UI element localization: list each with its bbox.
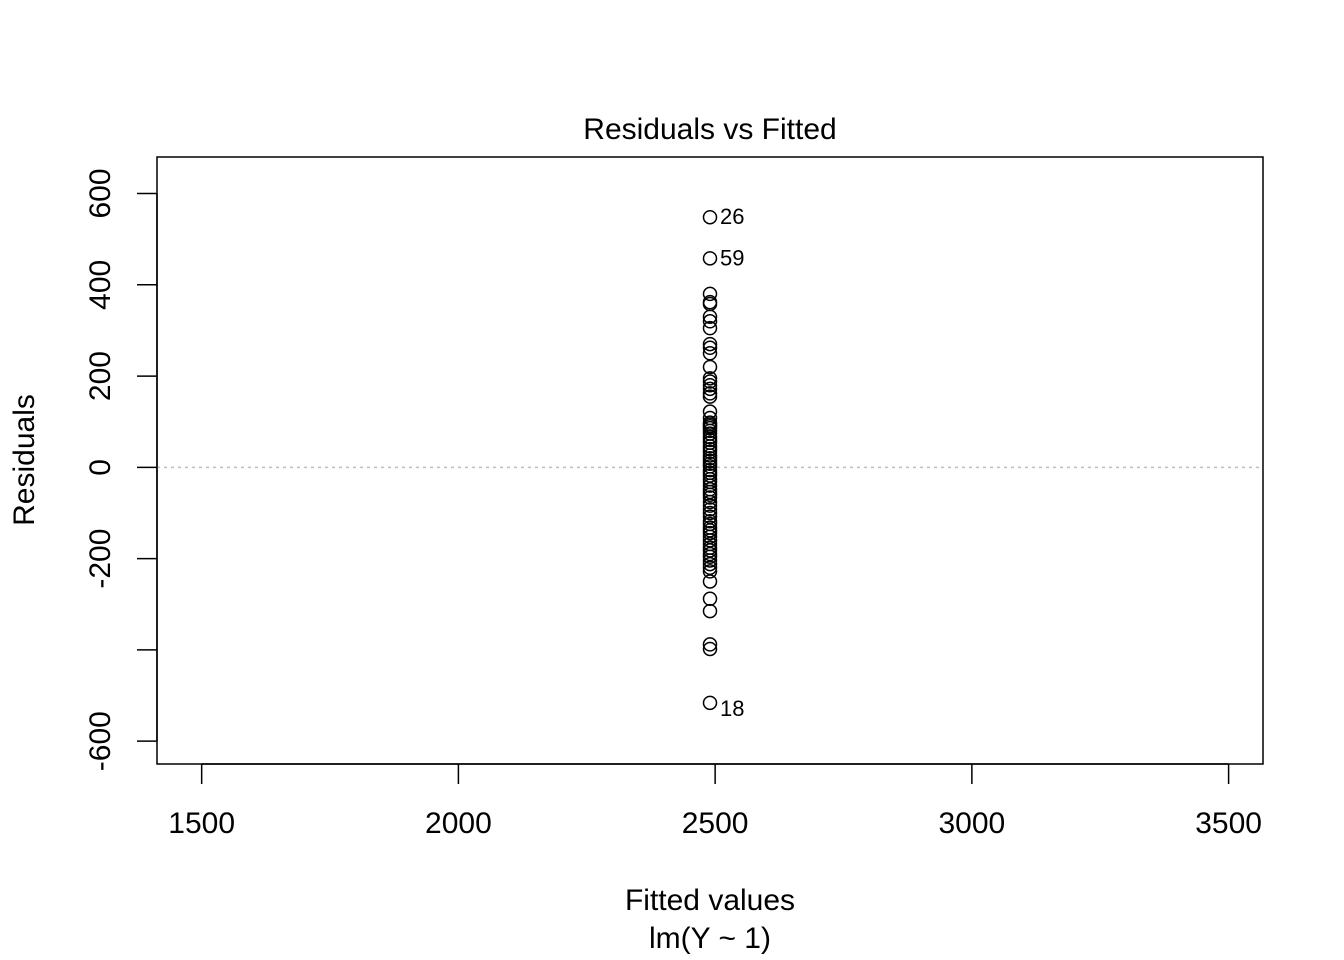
residual-point [702, 389, 718, 404]
residual-point [702, 251, 718, 266]
y-axis-label: Residuals [8, 394, 41, 526]
residual-point [702, 340, 718, 356]
x-tick-label: 2000 [425, 807, 492, 840]
x-tick-label: 1500 [168, 807, 235, 840]
residual-point [702, 374, 718, 389]
residual-point [702, 309, 718, 324]
y-tick-label: 0 [84, 459, 117, 476]
residual-point [702, 553, 718, 568]
x-tick-label: 3000 [938, 807, 1005, 840]
y-tick-label: 400 [84, 260, 117, 310]
residual-point [702, 641, 718, 657]
residual-point [702, 377, 718, 393]
residual-point [702, 490, 718, 505]
x-axis: 1500 2000 2500 3000 3500 [168, 763, 1262, 840]
y-axis: -600 -200 0 200 400 600 [84, 168, 158, 771]
residual-point [702, 478, 718, 493]
residual-point [702, 381, 718, 397]
residual-point [702, 320, 718, 336]
residual-point [702, 564, 718, 579]
y-tick-label: 600 [84, 168, 117, 218]
residual-point [702, 556, 718, 572]
residual-point [702, 637, 718, 652]
residual-point [702, 286, 718, 302]
x-tick-label: 2500 [682, 807, 749, 840]
residual-point [702, 314, 718, 329]
chart-title: Residuals vs Fitted [583, 113, 836, 146]
residual-point [702, 525, 718, 541]
data-points [702, 209, 718, 711]
y-tick-label: -600 [84, 711, 117, 771]
residual-point [702, 494, 718, 510]
residual-point [702, 591, 718, 607]
residual-point [702, 359, 718, 375]
residual-point [702, 695, 718, 711]
point-labels: 26 59 18 [720, 204, 744, 721]
residual-point [702, 574, 718, 589]
residual-point [702, 505, 718, 521]
model-formula-label: lm(Y ~ 1) [649, 922, 771, 955]
residual-point [702, 336, 718, 352]
outlier-label: 18 [720, 696, 744, 721]
x-axis-label: Fitted values [625, 884, 795, 917]
y-tick-label: 200 [84, 351, 117, 401]
y-tick-label: -200 [84, 529, 117, 589]
outlier-label: 59 [720, 245, 744, 270]
x-tick-label: 3500 [1195, 807, 1262, 840]
residual-point [702, 498, 718, 513]
residual-point [702, 502, 718, 517]
outlier-label: 26 [720, 204, 744, 229]
residual-point [702, 209, 718, 225]
residual-point [702, 603, 718, 619]
residual-point [702, 549, 718, 565]
residual-point [702, 444, 718, 460]
